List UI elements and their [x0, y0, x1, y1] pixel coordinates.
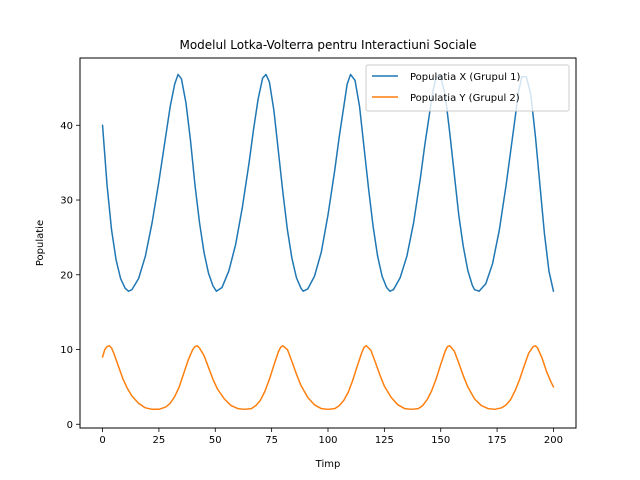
y-tick-label: 30 — [60, 196, 73, 207]
y-tick-label: 20 — [60, 270, 73, 281]
series-layer — [101, 73, 555, 411]
x-tick-label: 75 — [265, 435, 278, 446]
x-tick-label: 175 — [488, 435, 507, 446]
x-tick-label: 125 — [375, 435, 394, 446]
series-line-2 — [101, 345, 555, 411]
x-axis-label: Timp — [315, 459, 341, 470]
x-tick-label: 50 — [209, 435, 222, 446]
y-axis-label: Populatie — [35, 220, 46, 266]
x-tick-label: 200 — [544, 435, 563, 446]
y-axis: 0 10 20 30 40 — [60, 121, 80, 431]
legend-box — [365, 64, 570, 112]
chart-title: Modelul Lotka-Volterra pentru Interactiu… — [179, 38, 476, 52]
y-tick-label: 40 — [60, 121, 73, 132]
legend: Populatia X (Grupul 1) Populatia Y (Grup… — [365, 64, 570, 112]
series-line-1 — [101, 73, 555, 292]
x-axis: 0 25 50 75 100 125 150 175 200 — [99, 428, 563, 446]
y-tick-label: 10 — [60, 345, 73, 356]
legend-label-series-1: Populatia X (Grupul 1) — [410, 72, 521, 83]
y-tick-label: 0 — [67, 420, 73, 431]
legend-label-series-2: Populatia Y (Grupul 2) — [410, 93, 520, 104]
x-tick-label: 25 — [153, 435, 166, 446]
x-tick-label: 150 — [431, 435, 450, 446]
x-tick-label: 100 — [318, 435, 337, 446]
x-tick-label: 0 — [99, 435, 105, 446]
